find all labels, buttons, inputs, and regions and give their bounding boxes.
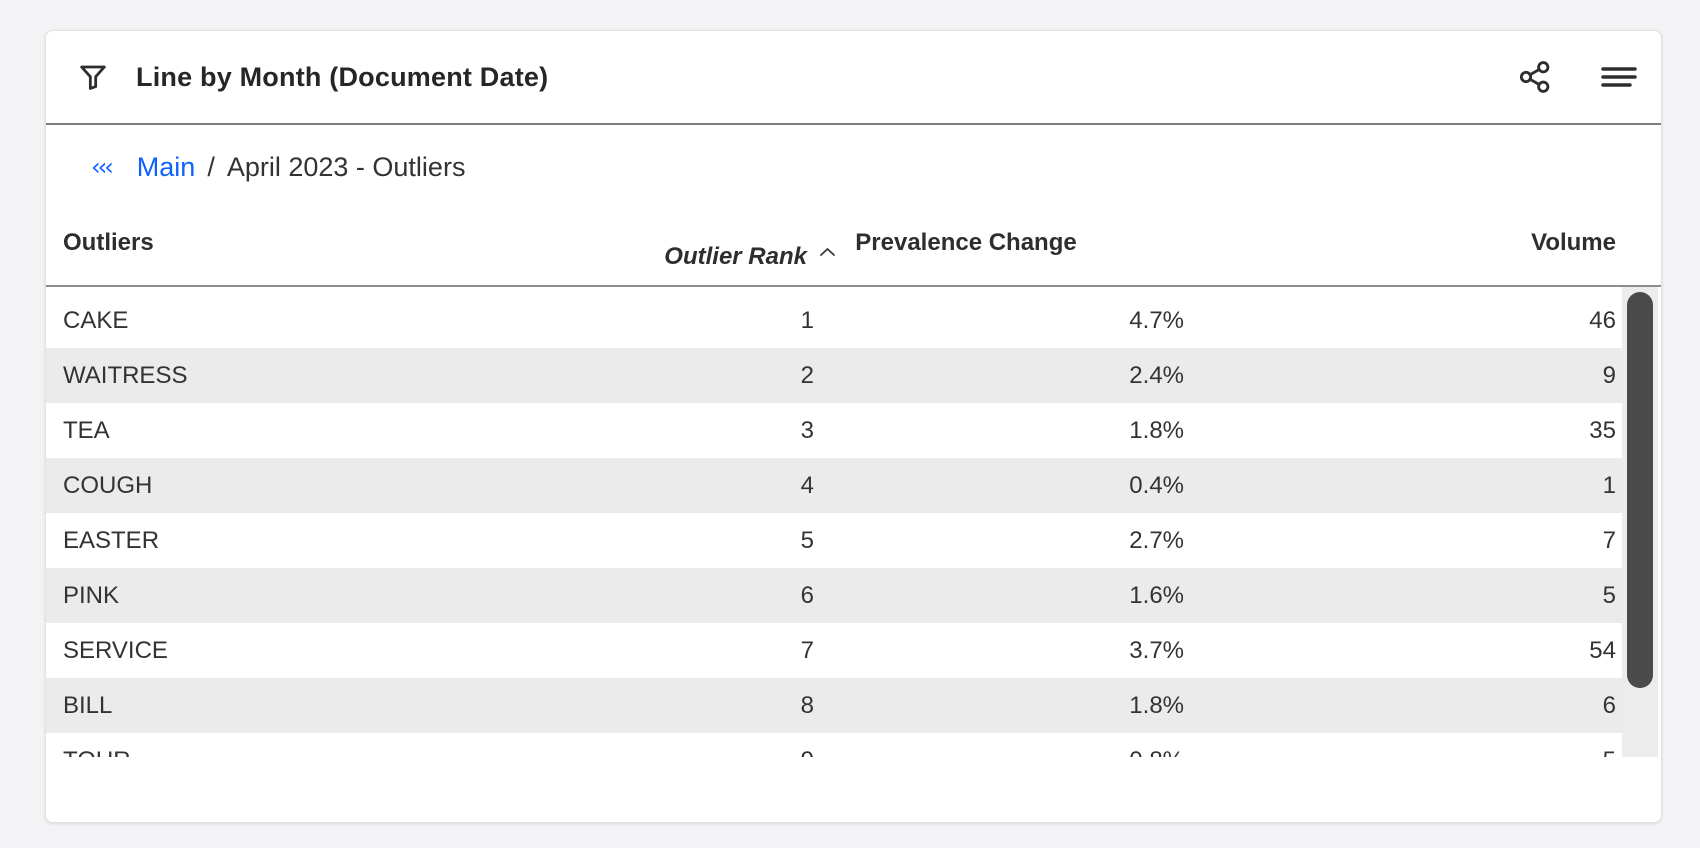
cell-volume: 46 <box>1589 306 1616 334</box>
cell-outliers: TEA <box>63 416 110 444</box>
vertical-scrollbar-track[interactable] <box>1622 287 1658 757</box>
hamburger-menu-icon <box>1599 62 1639 92</box>
filter-button[interactable] <box>76 60 110 94</box>
cell-outliers: CAKE <box>63 306 129 334</box>
header-actions <box>1517 59 1639 95</box>
cell-volume: 54 <box>1589 636 1616 664</box>
cell-volume: 1 <box>1602 471 1616 499</box>
table-row[interactable]: TEA 3 1.8% 35 <box>46 403 1622 458</box>
table-row[interactable]: BILL 8 1.8% 6 <box>46 678 1622 733</box>
cell-outliers: COUGH <box>63 471 153 499</box>
sort-ascending-caret-icon <box>819 247 836 257</box>
table-body: CAKE 1 4.7% 46 WAITRESS 2 2.4% 9 TEA 3 1… <box>46 287 1622 757</box>
column-header-outlier-rank[interactable]: Outlier Rank <box>586 243 836 271</box>
column-header-outliers[interactable]: Outliers <box>63 229 154 256</box>
table-row[interactable]: TOUR 9 0.8% 5 <box>46 733 1622 757</box>
cell-outlier-rank: 3 <box>800 416 814 444</box>
cell-volume: 5 <box>1602 581 1616 609</box>
breadcrumb-current: April 2023 - Outliers <box>226 151 466 182</box>
cell-volume: 5 <box>1206 747 1622 758</box>
table-header-row: Outliers Outlier Rank Prevalence Change … <box>46 201 1622 285</box>
menu-button[interactable] <box>1599 62 1639 92</box>
cell-outlier-rank: 5 <box>800 526 814 554</box>
cell-outlier-rank: 1 <box>800 306 814 334</box>
table-row[interactable]: WAITRESS 2 2.4% 9 <box>46 348 1622 403</box>
cell-outlier-rank: 6 <box>800 581 814 609</box>
cell-outliers: WAITRESS <box>63 361 188 389</box>
widget-card: Line by Month (Document Date) <box>45 30 1662 823</box>
breadcrumb-root-link[interactable]: Main <box>136 151 196 182</box>
cell-volume: 9 <box>1602 361 1616 389</box>
cell-prevalence-change: 0.4% <box>1129 471 1184 499</box>
widget-header: Line by Month (Document Date) <box>46 31 1661 125</box>
cell-volume: 7 <box>1602 526 1616 554</box>
breadcrumb: ‹‹‹ Main / April 2023 - Outliers <box>46 145 1661 189</box>
table-header-divider <box>46 285 1661 287</box>
column-header-volume[interactable]: Volume <box>1531 229 1616 256</box>
cell-prevalence-change: 3.7% <box>1129 636 1184 664</box>
cell-prevalence-change: 0.8% <box>836 747 1206 758</box>
cell-prevalence-change: 2.7% <box>1129 526 1184 554</box>
cell-outlier-rank: 9 <box>586 747 836 758</box>
breadcrumb-collapse-button[interactable]: ‹‹‹ <box>91 153 114 181</box>
breadcrumb-separator: / <box>207 151 215 182</box>
table-row[interactable]: EASTER 5 2.7% 7 <box>46 513 1622 568</box>
widget-title: Line by Month (Document Date) <box>136 61 549 92</box>
cell-volume: 35 <box>1589 416 1616 444</box>
table-viewport: CAKE 1 4.7% 46 WAITRESS 2 2.4% 9 TEA 3 1… <box>46 287 1661 757</box>
cell-prevalence-change: 2.4% <box>1129 361 1184 389</box>
cell-outliers: TOUR <box>46 747 586 758</box>
cell-prevalence-change: 1.6% <box>1129 581 1184 609</box>
cell-outlier-rank: 2 <box>800 361 814 389</box>
cell-prevalence-change: 1.8% <box>1129 416 1184 444</box>
cell-volume: 6 <box>1602 691 1616 719</box>
cell-outlier-rank: 4 <box>800 471 814 499</box>
cell-prevalence-change: 4.7% <box>1129 306 1184 334</box>
vertical-scrollbar-thumb[interactable] <box>1627 292 1653 688</box>
table-row[interactable]: COUGH 4 0.4% 1 <box>46 458 1622 513</box>
share-button[interactable] <box>1517 59 1553 95</box>
cell-outliers: PINK <box>63 581 120 609</box>
column-header-outlier-rank-label: Outlier Rank <box>664 243 807 270</box>
column-header-prevalence-change[interactable]: Prevalence Change <box>855 229 1077 256</box>
cell-outlier-rank: 7 <box>800 636 814 664</box>
table-row[interactable]: CAKE 1 4.7% 46 <box>46 293 1622 348</box>
share-icon <box>1517 59 1553 95</box>
table-row[interactable]: SERVICE 7 3.7% 54 <box>46 623 1622 678</box>
cell-outliers: SERVICE <box>63 636 168 664</box>
cell-prevalence-change: 1.8% <box>1129 691 1184 719</box>
cell-outliers: BILL <box>63 691 113 719</box>
table-row[interactable]: PINK 6 1.6% 5 <box>46 568 1622 623</box>
cell-outliers: EASTER <box>63 526 160 554</box>
cell-outlier-rank: 8 <box>800 691 814 719</box>
filter-funnel-icon <box>77 61 109 93</box>
